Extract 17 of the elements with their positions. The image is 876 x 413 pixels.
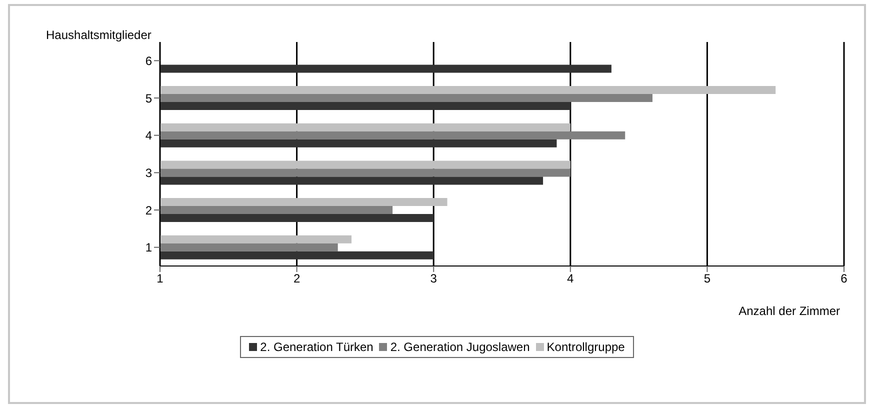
y-tick-label: 3 bbox=[145, 166, 152, 180]
x-tick-label: 4 bbox=[567, 272, 574, 286]
legend-label: 2. Generation Türken bbox=[260, 340, 374, 354]
x-tick-label: 5 bbox=[704, 272, 711, 286]
y-tick-label: 1 bbox=[145, 240, 152, 255]
legend-label: Kontrollgruppe bbox=[546, 340, 625, 354]
x-tick-label: 6 bbox=[840, 272, 848, 286]
x-tick-label: 1 bbox=[156, 272, 164, 286]
y-tick-label: 2 bbox=[145, 203, 152, 218]
y-tick-label: 6 bbox=[145, 54, 152, 68]
x-tick-label: 3 bbox=[430, 272, 438, 286]
x-tick-label: 2 bbox=[293, 272, 300, 286]
y-tick-label: 5 bbox=[145, 91, 152, 106]
x-axis-title: Anzahl der Zimmer bbox=[738, 304, 841, 318]
y-axis-title: Haushaltsmitglieder bbox=[46, 28, 152, 42]
y-tick-label: 4 bbox=[145, 128, 152, 143]
legend-label: 2. Generation Jugoslawen bbox=[390, 340, 530, 354]
